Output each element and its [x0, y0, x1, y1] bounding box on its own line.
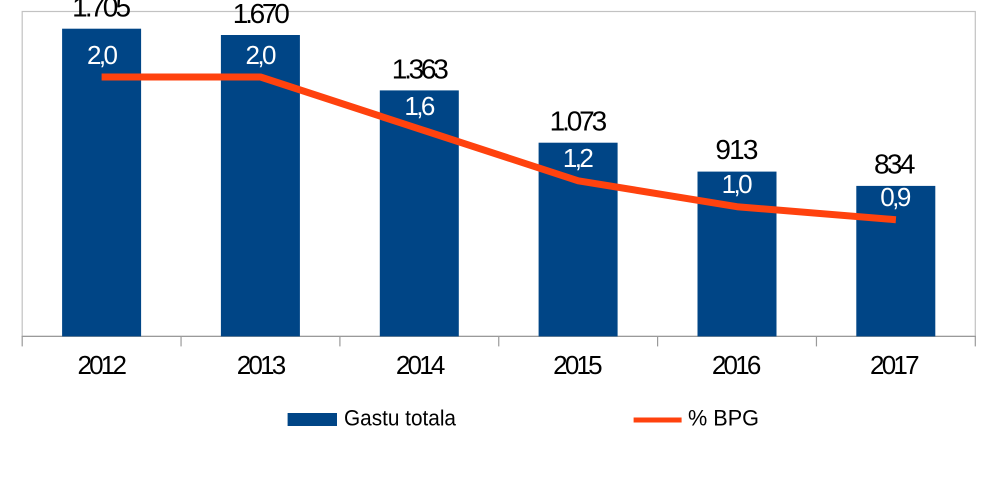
- svg-text:1,2: 1,2: [563, 143, 594, 173]
- svg-text:1,0: 1,0: [722, 169, 753, 199]
- svg-text:% BPG: % BPG: [688, 406, 759, 431]
- svg-text:2015: 2015: [553, 350, 603, 380]
- svg-text:2014: 2014: [396, 350, 446, 380]
- svg-text:2,0: 2,0: [87, 40, 118, 70]
- svg-text:1.363: 1.363: [392, 53, 449, 84]
- svg-text:2017: 2017: [870, 350, 920, 380]
- svg-text:1.670: 1.670: [233, 0, 290, 29]
- svg-text:Gastu totala: Gastu totala: [344, 406, 457, 431]
- svg-text:834: 834: [874, 148, 916, 179]
- svg-text:0,9: 0,9: [880, 182, 911, 212]
- svg-text:1.705: 1.705: [72, 0, 131, 22]
- svg-text:2,0: 2,0: [246, 40, 277, 70]
- svg-text:1.073: 1.073: [550, 106, 608, 137]
- svg-text:2013: 2013: [237, 350, 287, 380]
- svg-text:2012: 2012: [77, 350, 127, 380]
- svg-text:1,6: 1,6: [404, 91, 435, 121]
- svg-text:2016: 2016: [712, 350, 762, 380]
- svg-text:913: 913: [715, 134, 758, 165]
